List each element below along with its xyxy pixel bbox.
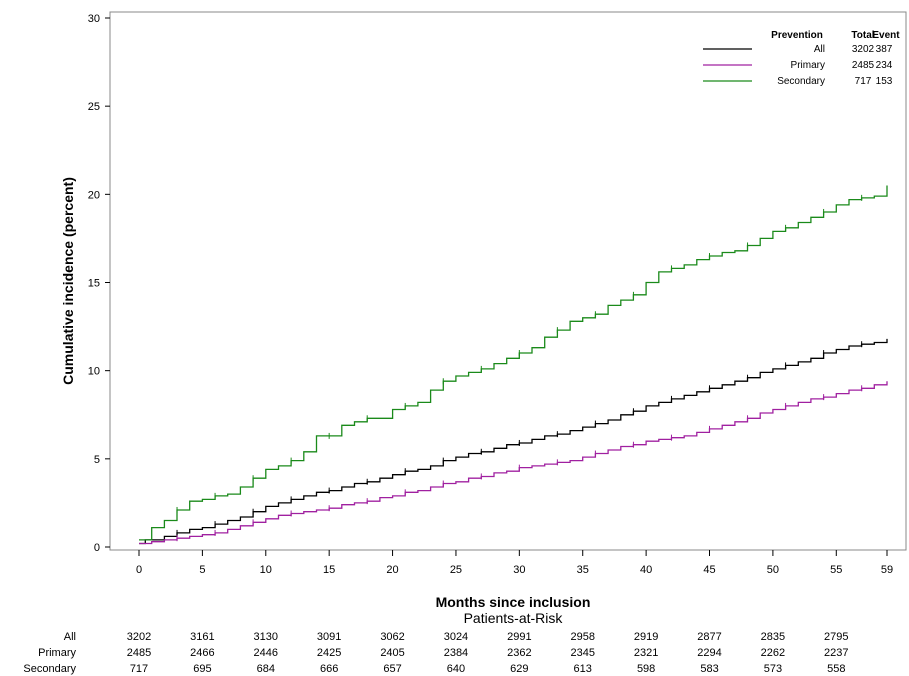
legend-header-prevention: Prevention	[771, 30, 823, 41]
x-tick-label: 10	[260, 564, 272, 576]
x-tick-label: 35	[577, 564, 589, 576]
risk-cell-all: 3161	[190, 631, 214, 643]
risk-cell-secondary: 629	[510, 663, 528, 675]
risk-cell-primary: 2446	[254, 647, 278, 659]
y-tick-label: 30	[88, 13, 100, 25]
x-tick-label: 20	[386, 564, 398, 576]
series-line-secondary	[139, 185, 888, 541]
x-tick-label: 5	[199, 564, 205, 576]
legend-total-secondary: 717	[855, 76, 872, 87]
risk-cell-secondary: 657	[383, 663, 401, 675]
risk-row-label-secondary: Secondary	[23, 663, 76, 675]
risk-cell-all: 3062	[380, 631, 404, 643]
risk-cell-primary: 2485	[127, 647, 151, 659]
risk-cell-secondary: 613	[574, 663, 592, 675]
legend-name-secondary: Secondary	[777, 76, 825, 87]
risk-cell-all: 3130	[254, 631, 278, 643]
risk-cell-all: 2835	[761, 631, 785, 643]
y-tick-label: 25	[88, 101, 100, 113]
legend-event-secondary: 153	[876, 76, 893, 87]
x-tick-label: 59	[881, 564, 893, 576]
risk-cell-primary: 2405	[380, 647, 404, 659]
risk-cell-secondary: 573	[764, 663, 782, 675]
risk-cell-all: 2991	[507, 631, 531, 643]
risk-table-title: Patients-at-Risk	[464, 610, 564, 626]
y-axis-title: Cumulative incidence (percent)	[60, 177, 76, 385]
legend-name-all: All	[814, 44, 825, 55]
y-tick-label: 20	[88, 189, 100, 201]
risk-cell-secondary: 558	[827, 663, 845, 675]
y-tick-label: 0	[94, 542, 100, 554]
legend-total-primary: 2485	[852, 60, 875, 71]
series-line-all	[139, 338, 888, 545]
risk-cell-secondary: 666	[320, 663, 338, 675]
x-tick-label: 0	[136, 564, 142, 576]
x-tick-label: 30	[513, 564, 525, 576]
risk-cell-primary: 2425	[317, 647, 341, 659]
series-layer	[139, 185, 888, 545]
x-axis: 0 5 10 15 20 25 30 35 40 45 50 55 59	[136, 550, 893, 576]
risk-table: All 3202 3161 3130 3091 3062 3024 2991 2958 2919 2…	[23, 631, 848, 675]
risk-cell-secondary: 695	[193, 663, 211, 675]
risk-cell-secondary: 640	[447, 663, 465, 675]
risk-cell-primary: 2362	[507, 647, 531, 659]
risk-cell-primary: 2237	[824, 647, 848, 659]
x-tick-label: 55	[830, 564, 842, 576]
plot-frame	[109, 11, 907, 551]
y-tick-label: 5	[94, 454, 100, 466]
risk-cell-all: 2919	[634, 631, 658, 643]
x-tick-label: 25	[450, 564, 462, 576]
legend-header-total: Total	[851, 30, 874, 41]
series-line-primary	[139, 381, 888, 545]
risk-cell-all: 3091	[317, 631, 341, 643]
y-tick-label: 15	[88, 278, 100, 290]
risk-cell-primary: 2294	[697, 647, 721, 659]
risk-cell-primary: 2384	[444, 647, 468, 659]
risk-cell-all: 3024	[444, 631, 468, 643]
risk-cell-all: 2958	[570, 631, 594, 643]
risk-cell-secondary: 684	[257, 663, 275, 675]
x-tick-label: 45	[703, 564, 715, 576]
risk-row-label-all: All	[64, 631, 76, 643]
risk-row-label-primary: Primary	[38, 647, 76, 659]
legend-total-all: 3202	[852, 44, 875, 55]
risk-cell-primary: 2262	[761, 647, 785, 659]
risk-cell-primary: 2345	[570, 647, 594, 659]
risk-cell-all: 2877	[697, 631, 721, 643]
risk-cell-secondary: 598	[637, 663, 655, 675]
legend-event-all: 387	[876, 44, 893, 55]
risk-cell-primary: 2466	[190, 647, 214, 659]
risk-cell-secondary: 583	[700, 663, 718, 675]
y-axis: 0 5 10 15 20 25 30	[88, 13, 110, 554]
risk-cell-secondary: 717	[130, 663, 148, 675]
x-axis-title: Months since inclusion	[436, 594, 591, 610]
x-tick-label: 15	[323, 564, 335, 576]
risk-cell-all: 2795	[824, 631, 848, 643]
legend-header-event: Event	[872, 30, 900, 41]
x-tick-label: 40	[640, 564, 652, 576]
legend-event-primary: 234	[876, 60, 893, 71]
x-tick-label: 50	[767, 564, 779, 576]
legend-name-primary: Primary	[791, 60, 825, 71]
risk-cell-primary: 2321	[634, 647, 658, 659]
plot-border	[109, 11, 907, 551]
y-tick-label: 10	[88, 366, 100, 378]
risk-cell-all: 3202	[127, 631, 151, 643]
